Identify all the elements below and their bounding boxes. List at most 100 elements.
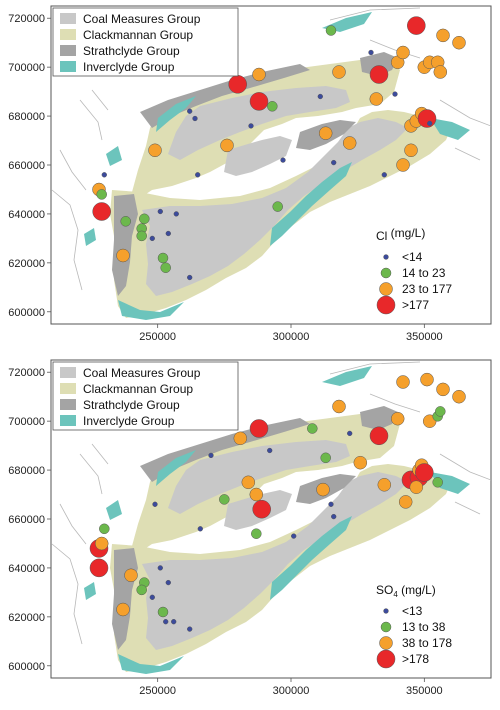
y-tick-label: 680000	[8, 465, 45, 477]
sample-point-orange	[249, 487, 264, 502]
y-tick-label: 700000	[8, 62, 45, 74]
legend-title-units: (mg/L)	[387, 226, 425, 240]
x-axis: 250000 300000 350000	[139, 324, 443, 343]
sample-point-green	[272, 201, 283, 212]
legend-title-main: Cl	[376, 229, 387, 243]
geology-layer	[51, 7, 491, 320]
sample-point-blue	[187, 626, 193, 632]
geology-legend-label: Coal Measures Group	[83, 366, 201, 380]
sample-point-blue	[101, 172, 107, 178]
geology-legend: Coal Measures Group Clackmannan Group Stra…	[52, 361, 239, 431]
geology-legend-label: Inverclyde Group	[83, 414, 175, 428]
geology-swatch	[60, 367, 76, 378]
sample-point-orange	[332, 65, 346, 79]
sample-point-blue	[157, 565, 163, 571]
coal-measures-area	[168, 86, 350, 160]
y-tick-label: 660000	[8, 160, 45, 172]
y-tick-label: 600000	[8, 661, 45, 673]
concentration-legend-symbol	[380, 621, 392, 633]
x-tick-label: 300000	[273, 331, 310, 343]
sample-point-orange	[396, 158, 410, 172]
sample-point-blue	[165, 579, 171, 586]
sample-point-orange	[452, 389, 466, 404]
sample-point-orange	[332, 399, 346, 414]
firth-of-clyde-coast	[51, 503, 87, 645]
concentration-legend-symbol	[376, 649, 396, 669]
sample-point-orange	[452, 35, 466, 50]
sample-point-blue	[187, 108, 193, 114]
sample-point-blue	[291, 533, 297, 539]
sample-point-blue	[163, 619, 169, 625]
sample-point-orange	[124, 568, 138, 583]
inverclyde-area	[84, 146, 122, 246]
sample-point-green	[432, 477, 443, 488]
legend-title-units: (mg/L)	[398, 583, 436, 597]
y-axis: 720000 700000 680000 660000 640000 620000 6000…	[8, 367, 51, 673]
concentration-legend-label: 23 to 177	[402, 282, 452, 296]
concentration-legend-label: <13	[402, 604, 423, 618]
geology-legend-box	[52, 7, 239, 77]
geology-swatch	[60, 61, 76, 72]
coal-measures-area	[142, 472, 408, 650]
geology-legend-label: Clackmannan Group	[83, 382, 193, 396]
sample-point-red	[249, 419, 269, 438]
sample-point-orange	[369, 92, 384, 106]
geology-swatch	[60, 45, 76, 56]
sample-point-orange	[318, 126, 333, 140]
y-tick-label: 640000	[8, 563, 45, 575]
concentration-legend-label: >177	[402, 298, 429, 312]
sample-point-blue	[328, 501, 334, 507]
concentration-legend-symbol	[383, 254, 389, 260]
sample-point-orange	[396, 375, 410, 389]
sample-point-orange	[116, 248, 130, 263]
sample-point-red	[249, 92, 269, 111]
coal-measures-area	[224, 136, 292, 176]
sample-point-green	[435, 406, 446, 417]
sample-point-green	[251, 528, 262, 539]
inverclyde-area	[118, 654, 184, 674]
concentration-legend-label: >178	[402, 652, 429, 666]
sample-point-green	[219, 494, 230, 505]
sample-point-blue	[195, 172, 201, 178]
legend-title-main: SO	[376, 583, 393, 597]
sample-point-green	[160, 262, 171, 273]
y-tick-label: 600000	[8, 307, 45, 319]
sample-point-green	[325, 25, 337, 36]
concentration-legend-symbol	[383, 608, 389, 614]
sample-point-blue	[149, 594, 155, 600]
y-axis: 720000 700000 680000 660000 640000 620000 6000…	[8, 13, 51, 319]
inverclyde-area	[156, 450, 196, 486]
sample-point-blue	[427, 120, 433, 127]
x-tick-label: 300000	[273, 685, 310, 697]
inverclyde-area	[156, 96, 196, 132]
geology-swatch	[60, 415, 76, 426]
sample-point-orange	[436, 28, 450, 43]
y-tick-label: 720000	[8, 367, 45, 379]
legend-title: Cl (mg/L)	[376, 226, 425, 243]
sample-point-blue	[331, 513, 337, 520]
strathclyde-area	[360, 406, 398, 430]
geology-legend-label: Strathclyde Group	[83, 398, 180, 412]
sample-point-green	[96, 189, 107, 200]
geology-swatch	[60, 29, 76, 40]
sample-point-orange	[316, 482, 330, 497]
sample-point-blue	[267, 447, 273, 454]
strathclyde-area	[360, 52, 398, 76]
strathclyde-area	[140, 418, 310, 482]
concentration-legend-label: 38 to 178	[402, 636, 452, 650]
sample-point-red	[369, 426, 389, 446]
sulphate-map-panel: 720000 700000 680000 660000 640000 620000 6000…	[8, 359, 492, 697]
legend-title: SO4 (mg/L)	[376, 583, 436, 599]
concentration-legend: SO4 (mg/L) <13 13 to 38 38 to 178 >178	[376, 583, 452, 669]
y-tick-label: 700000	[8, 416, 45, 428]
y-tick-label: 620000	[8, 612, 45, 624]
y-tick-label: 720000	[8, 13, 45, 25]
inverclyde-area	[118, 300, 184, 320]
sample-point-green	[157, 606, 169, 618]
sample-point-orange	[241, 475, 256, 490]
sample-point-red	[228, 75, 247, 94]
sample-point-blue	[192, 115, 198, 122]
x-tick-label: 350000	[406, 685, 443, 697]
legend-title-sub: 4	[393, 590, 398, 599]
